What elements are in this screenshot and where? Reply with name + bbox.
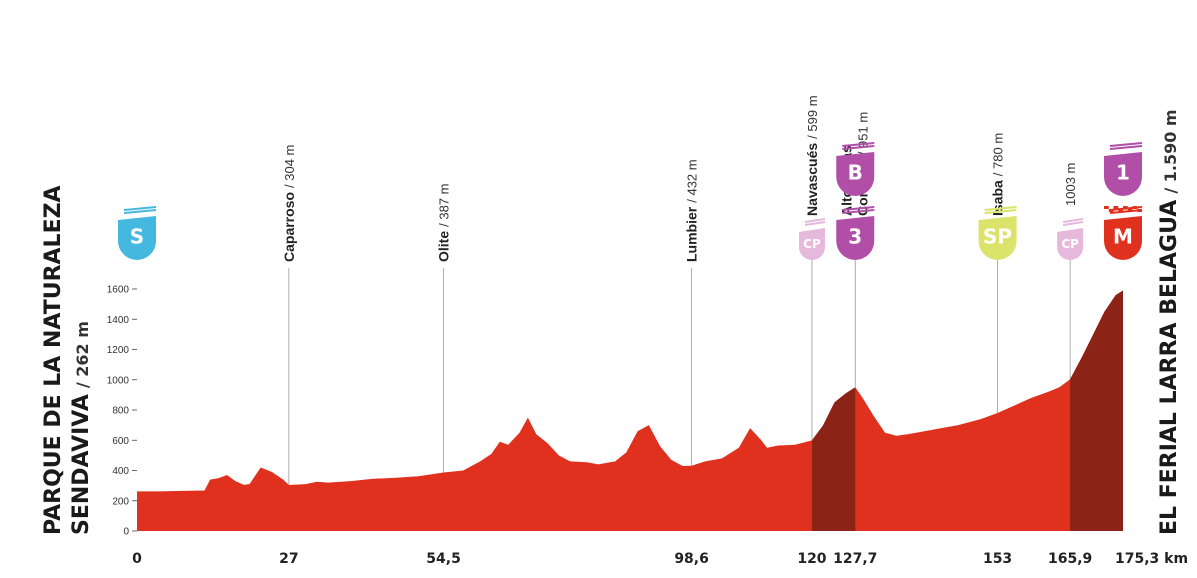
waypoint-altitude: 1003 m	[1063, 163, 1078, 206]
badge-m: M	[1104, 206, 1143, 260]
climb-section-1	[811, 387, 856, 531]
y-tick-label: 1200	[107, 345, 130, 356]
x-tick-label: 0	[132, 551, 142, 567]
x-tick-label: 120	[797, 551, 826, 567]
badge-shield	[1057, 228, 1084, 260]
finish-checker	[1123, 206, 1128, 209]
start-name-line2: SENDAVIVA / 262 m	[69, 321, 94, 535]
badge-shield	[836, 152, 875, 196]
badge-label: SP	[983, 224, 1012, 248]
start-altitude: / 262 m	[73, 321, 92, 388]
waypoint-name: Isaba	[990, 180, 1006, 216]
badge-shield	[1104, 216, 1142, 260]
badge-tab-line	[842, 206, 875, 211]
x-tick-label: 153	[983, 551, 1012, 567]
waypoint-name: Caparroso	[281, 192, 297, 262]
finish-checker	[1118, 209, 1123, 212]
waypoint-label: 1003 m	[1063, 163, 1078, 206]
start-name-line1: PARQUE DE LA NATURALEZA	[41, 185, 66, 535]
y-tick-label: 0	[123, 527, 129, 538]
waypoint-altitude: / 951 m	[855, 112, 870, 155]
badge-1: 1	[1104, 142, 1143, 196]
badge-shield	[836, 216, 875, 260]
x-tick-label: 165,9	[1048, 551, 1092, 567]
waypoint-name: Lumbier	[684, 206, 700, 262]
badge-tab-line	[842, 209, 875, 214]
badge-cp: CP	[798, 218, 826, 260]
badge-s: S	[118, 206, 157, 260]
badge-shield	[978, 216, 1017, 260]
badge-label: 3	[848, 224, 862, 248]
badge-b: B	[836, 142, 875, 196]
finish-checker	[1132, 206, 1138, 209]
x-tick-label: 54,5	[426, 551, 461, 567]
waypoint-altitude: / 304 m	[282, 145, 297, 188]
badge-label: CP	[803, 237, 821, 251]
finish-checker	[1104, 206, 1109, 209]
profile-area	[137, 290, 1123, 531]
badge-shield	[798, 228, 825, 260]
badge-tab-line	[1062, 218, 1084, 223]
waypoint-altitude: / 432 m	[685, 159, 700, 202]
waypoint-label: Lumbier / 432 m	[684, 159, 700, 262]
y-tick-label: 800	[112, 406, 129, 417]
waypoint-altitude: / 599 m	[805, 95, 820, 138]
badge-shield	[118, 216, 156, 260]
y-tick-label: 1400	[107, 315, 130, 326]
finish-checker	[1108, 209, 1114, 212]
badge-tab-line	[842, 145, 875, 150]
badge-shield	[1104, 152, 1142, 196]
x-tick-label: 127,7	[833, 551, 877, 567]
y-tick-label: 1000	[107, 375, 130, 386]
start-name-line2-text: SENDAVIVA	[69, 394, 94, 535]
finish-altitude: / 1.590 m	[1161, 109, 1180, 193]
finish-checker	[1137, 209, 1142, 212]
badge-tab-line	[842, 142, 875, 147]
badge-label: M	[1113, 224, 1133, 248]
badge-tab-line	[984, 206, 1017, 211]
badge-tab-line	[1109, 209, 1143, 214]
badge-3: 3	[836, 206, 875, 260]
badge-tab-line	[1062, 221, 1084, 226]
finish-checker	[1113, 206, 1119, 209]
badge-tab-line	[123, 209, 157, 214]
waypoint-name: Navascués	[804, 143, 820, 216]
badge-tab-line	[1109, 145, 1143, 150]
badge-tab-line	[123, 206, 157, 211]
x-tick-label: 175,3 km	[1115, 551, 1188, 567]
waypoint-name: Olite	[436, 231, 452, 262]
x-tick-label: 27	[279, 551, 298, 567]
badge-tab-line	[984, 209, 1017, 214]
waypoint-altitude: / 780 m	[991, 133, 1006, 176]
y-tick-label: 200	[112, 496, 129, 507]
badge-sp: SP	[978, 206, 1017, 260]
badge-label: CP	[1061, 237, 1079, 251]
waypoint-altitude: / 387 m	[437, 184, 452, 227]
x-tick-label: 98,6	[674, 551, 709, 567]
badge-tab-line	[804, 221, 826, 226]
finish-checker	[1127, 209, 1133, 212]
badge-label: 1	[1116, 160, 1130, 184]
badge-label: S	[130, 224, 144, 248]
y-tick-label: 600	[112, 436, 129, 447]
climb-section-2	[1070, 290, 1123, 531]
badge-tab-line	[804, 218, 826, 223]
badge-tab-line	[1109, 142, 1143, 147]
y-tick-label: 400	[112, 466, 129, 477]
waypoint-label: Olite / 387 m	[436, 184, 452, 262]
waypoint-label: Caparroso / 304 m	[281, 145, 297, 262]
finish-name-text: EL FERIAL LARRA BELAGUA	[1157, 200, 1182, 535]
waypoint-label: Isaba / 780 m	[990, 133, 1006, 216]
waypoint-label: Navascués / 599 m	[804, 95, 820, 216]
finish-name: EL FERIAL LARRA BELAGUA / 1.590 m	[1157, 109, 1182, 535]
badge-label: B	[848, 160, 863, 184]
y-tick-label: 1600	[107, 285, 130, 296]
badge-cp: CP	[1057, 218, 1084, 260]
